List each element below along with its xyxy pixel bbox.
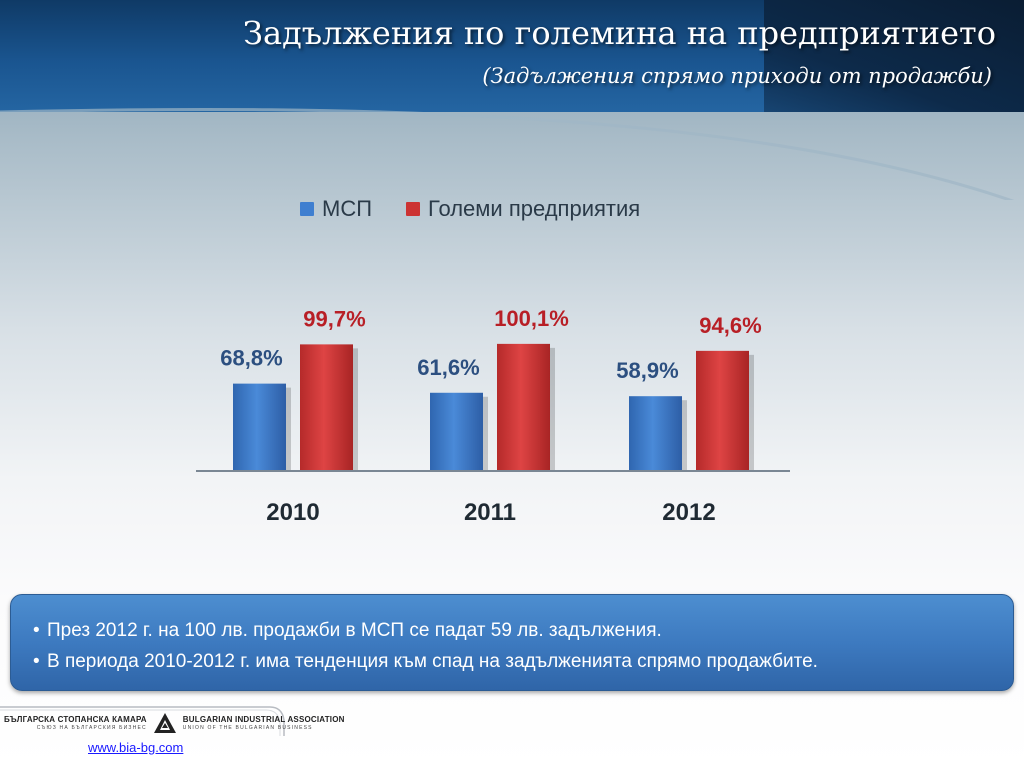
chart-legend: МСП Големи предприятия [300,196,674,222]
note-text: В периода 2010-2012 г. има тенденция към… [47,651,818,672]
logo-right-main: BULGARIAN INDUSTRIAL ASSOCIATION [182,715,345,724]
bullet-icon: • [33,620,40,641]
data-label-msp-2010: 68,8% [220,346,282,371]
header-band [0,0,1024,112]
data-label-msp-2011: 61,6% [417,355,479,380]
legend-label-large: Големи предприятия [428,196,641,221]
data-label-msp-2012: 58,9% [616,358,678,383]
note-item: • През 2012 г. на 100 лв. продажби в МСП … [33,615,1013,646]
logo-left-main: БЪЛГАРСКА СТОПАНСКА КАМАРА [4,715,147,724]
data-label-large-2010: 99,7% [303,306,365,331]
note-text: През 2012 г. на 100 лв. продажби в МСП с… [47,620,662,641]
bar-large-2012 [696,350,749,471]
legend-label-msp: МСП [322,196,373,221]
bar-msp-2010 [233,383,286,471]
legend-item-msp: МСП [300,196,372,222]
bullet-icon: • [33,651,40,672]
data-label-large-2012: 94,6% [699,313,761,338]
footer-logo: БЪЛГАРСКА СТОПАНСКА КАМАРА СЪЮЗ НА БЪЛГА… [4,712,345,734]
data-label-large-2011: 100,1% [494,306,569,331]
legend-swatch-msp [300,202,314,216]
logo-right-sub: UNION OF THE BULGARIAN BUSINESS [182,725,313,731]
page-subtitle: (Задължения спрямо приходи от продажби) [482,64,992,88]
chart-labels: 68,8% 99,7% 2010 61,6% 100,1% 2011 58,9% 94,6% 2… [220,306,761,526]
page-title: Задължения по големина на предприятието [243,14,996,52]
x-tick-label-2010: 2010 [266,499,319,526]
note-item: • В периода 2010-2012 г. има тенденция къ… [33,646,1013,677]
website-link[interactable]: www.bia-bg.com [88,740,184,755]
bar-large-2010 [300,344,353,471]
header-shade [764,0,1024,112]
bar-large-2011 [497,343,550,471]
bar-chart: 68,8% 99,7% 2010 61,6% 100,1% 2011 58,9% 94,6% 2… [196,306,790,526]
bia-triangle-logo-icon [153,713,176,733]
header-curve-decoration [0,107,1015,200]
notes-list: • През 2012 г. на 100 лв. продажби в МСП … [11,595,1013,677]
notes-box: • През 2012 г. на 100 лв. продажби в МСП … [10,594,1014,691]
legend-swatch-large [406,202,421,216]
x-tick-label-2012: 2012 [662,499,715,526]
footer-divider [0,706,285,736]
x-tick-label-2011: 2011 [464,499,516,526]
logo-left-sub: СЪЮЗ НА БЪЛГАРСКИЯ БИЗНЕС [36,725,147,731]
chart-bars [233,343,754,471]
bar-msp-2011 [430,392,483,471]
legend-item-large: Големи предприятия [406,196,640,222]
bar-msp-2012 [629,396,682,471]
